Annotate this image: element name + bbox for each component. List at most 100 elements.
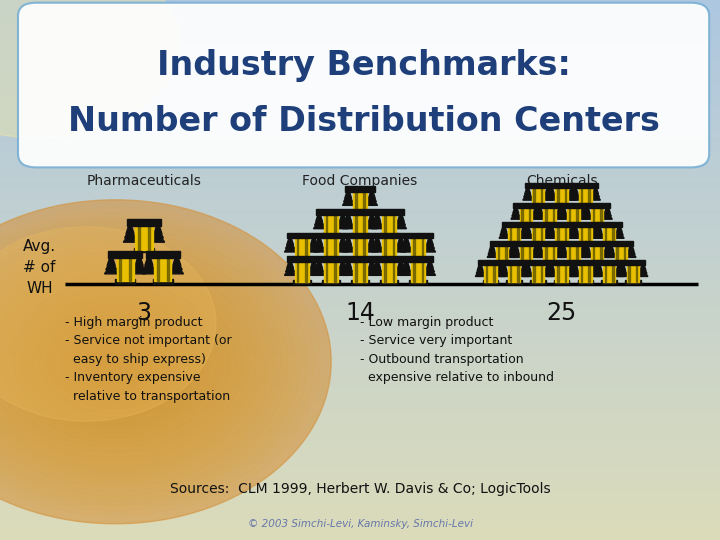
Bar — [323, 280, 340, 284]
Bar — [0, 407, 720, 410]
Polygon shape — [549, 261, 554, 271]
Bar — [0, 317, 720, 320]
Bar — [605, 265, 606, 282]
Bar — [0, 187, 720, 191]
Polygon shape — [549, 223, 554, 232]
Bar — [0, 259, 720, 263]
Bar — [317, 256, 346, 262]
Ellipse shape — [78, 334, 152, 389]
Bar — [0, 443, 720, 447]
Polygon shape — [511, 212, 521, 219]
Bar — [0, 177, 720, 180]
Bar — [305, 239, 307, 258]
Bar — [0, 410, 720, 414]
Ellipse shape — [0, 0, 180, 138]
Polygon shape — [555, 212, 564, 219]
Bar — [384, 239, 385, 258]
Polygon shape — [544, 189, 552, 197]
Polygon shape — [584, 204, 590, 213]
Polygon shape — [519, 231, 529, 238]
Bar — [0, 313, 720, 317]
Text: Pharmaceuticals: Pharmaceuticals — [86, 174, 202, 188]
Polygon shape — [523, 189, 531, 197]
Polygon shape — [595, 266, 603, 273]
Bar — [157, 258, 158, 281]
Bar — [0, 101, 720, 104]
Bar — [534, 188, 535, 206]
Bar — [530, 280, 546, 284]
Bar — [0, 241, 720, 245]
Bar — [0, 339, 720, 342]
Polygon shape — [640, 261, 646, 271]
Ellipse shape — [98, 349, 132, 375]
Polygon shape — [345, 234, 351, 245]
Bar — [351, 256, 369, 260]
Bar — [294, 239, 309, 258]
Bar — [0, 140, 720, 144]
Polygon shape — [284, 244, 296, 252]
Bar — [625, 280, 641, 284]
Ellipse shape — [7, 281, 223, 443]
Bar — [297, 239, 299, 258]
Bar — [567, 246, 580, 263]
Bar — [0, 248, 720, 252]
Bar — [0, 47, 720, 50]
Bar — [0, 482, 720, 486]
Bar — [323, 233, 340, 237]
Bar — [0, 533, 720, 536]
Polygon shape — [366, 267, 377, 275]
Polygon shape — [142, 264, 156, 274]
Polygon shape — [367, 216, 377, 225]
Polygon shape — [534, 242, 539, 251]
Bar — [0, 497, 720, 501]
Polygon shape — [309, 262, 318, 272]
Bar — [531, 265, 544, 282]
Bar — [588, 265, 590, 282]
Bar — [0, 191, 720, 194]
Bar — [591, 246, 603, 263]
Polygon shape — [396, 216, 405, 225]
Bar — [0, 93, 720, 97]
Polygon shape — [545, 223, 551, 232]
Ellipse shape — [20, 291, 210, 433]
Ellipse shape — [0, 247, 269, 477]
Ellipse shape — [0, 256, 256, 467]
Polygon shape — [426, 258, 433, 268]
Bar — [601, 280, 617, 284]
Bar — [0, 288, 720, 292]
Bar — [484, 265, 497, 282]
Bar — [0, 374, 720, 378]
Bar — [335, 262, 336, 282]
Bar — [0, 281, 720, 285]
Polygon shape — [546, 193, 557, 200]
Bar — [531, 227, 544, 244]
Polygon shape — [570, 231, 580, 238]
Bar — [0, 166, 720, 169]
Bar — [317, 233, 346, 239]
Bar — [115, 279, 135, 284]
Polygon shape — [154, 221, 162, 234]
Bar — [353, 239, 367, 258]
Bar — [351, 210, 369, 213]
Bar — [0, 36, 720, 39]
Polygon shape — [594, 231, 604, 238]
Bar — [0, 69, 720, 72]
Polygon shape — [583, 246, 591, 254]
Polygon shape — [531, 251, 541, 258]
Bar — [579, 227, 592, 244]
Bar — [566, 261, 581, 265]
Bar — [521, 207, 523, 225]
Bar — [561, 202, 586, 207]
Polygon shape — [559, 251, 568, 258]
Bar — [0, 18, 720, 22]
Bar — [508, 227, 521, 244]
Bar — [636, 265, 637, 282]
Circle shape — [0, 227, 216, 421]
Polygon shape — [287, 258, 294, 268]
Polygon shape — [308, 244, 320, 252]
Bar — [537, 202, 562, 207]
Polygon shape — [339, 234, 346, 245]
Bar — [530, 242, 546, 245]
Bar — [542, 261, 557, 265]
Polygon shape — [497, 266, 505, 273]
